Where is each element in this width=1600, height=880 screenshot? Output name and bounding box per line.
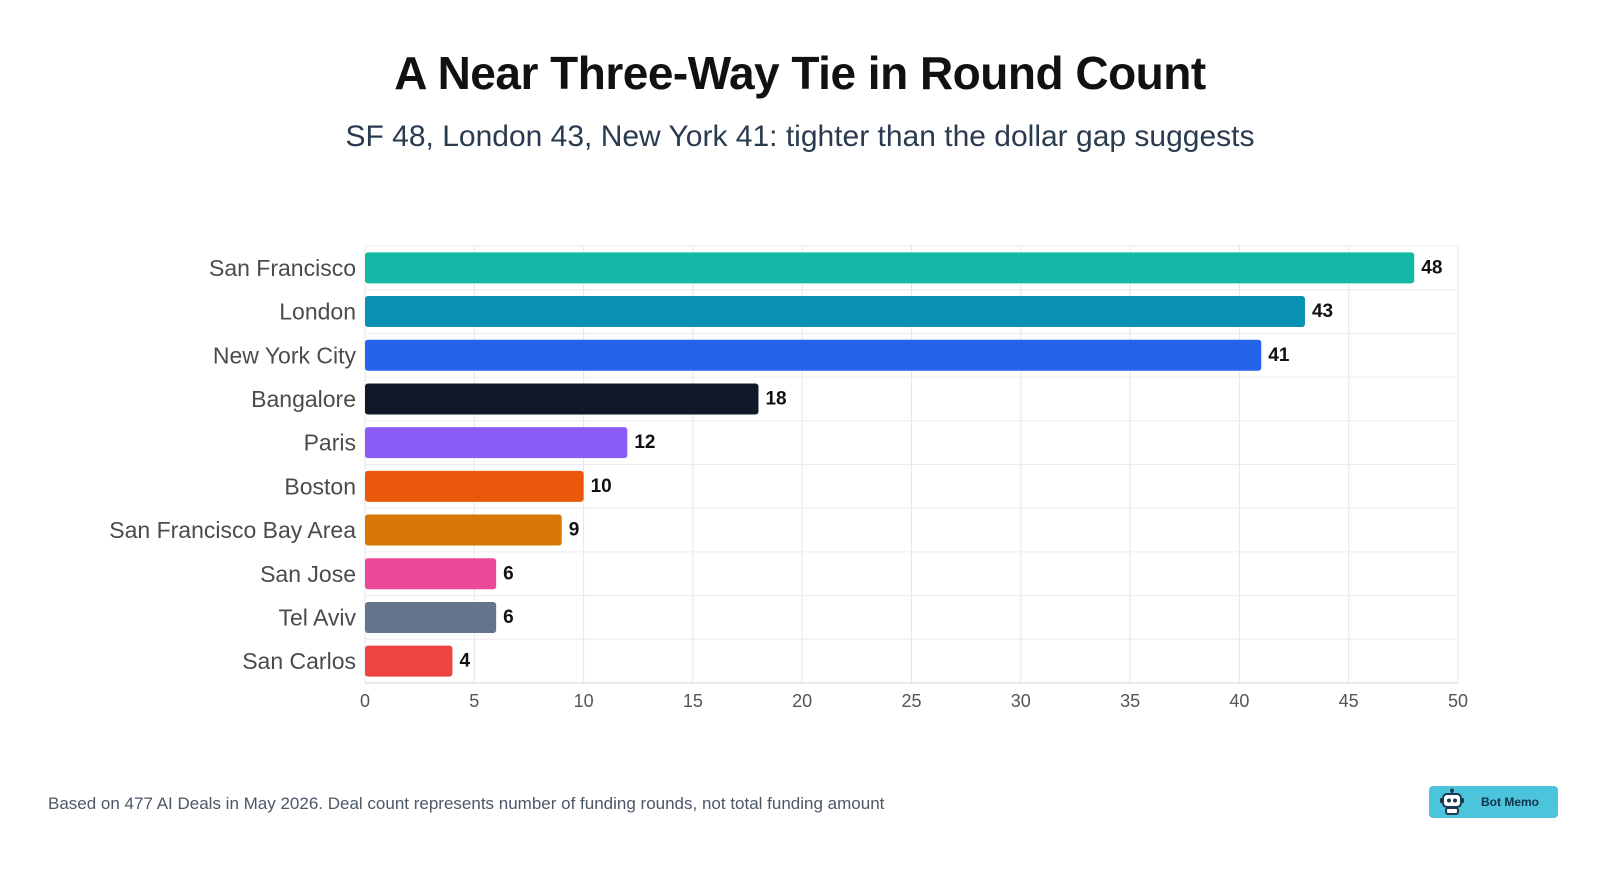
footnote: Based on 477 AI Deals in May 2026. Deal … [48,794,885,813]
category-label: San Jose [260,561,356,587]
x-tick-label: 45 [1339,691,1359,711]
x-tick-label: 30 [1011,691,1031,711]
bar [365,427,628,459]
value-label: 41 [1268,345,1290,366]
x-tick-label: 0 [360,691,370,711]
brand-name: Bot Memo [1481,795,1539,809]
x-tick-label: 25 [901,691,921,711]
bars [365,252,1415,677]
value-labels: 48 43 41 18 12 10 9 6 6 4 [459,257,1442,671]
category-label: San Francisco Bay Area [109,517,356,543]
bar [365,514,562,546]
bar [365,645,453,677]
bar [365,558,497,590]
brand-badge[interactable]: Bot Memo [1429,786,1558,818]
value-label: 48 [1421,257,1442,278]
x-tick-label: 40 [1229,691,1249,711]
bar [365,296,1305,328]
x-tick-label: 50 [1448,691,1468,711]
value-label: 18 [765,388,786,409]
x-axis-ticks: 0 5 10 15 20 25 30 35 40 45 50 [360,691,1468,711]
bar [365,601,497,633]
chart-subtitle: SF 48, London 43, New York 41: tighter t… [345,120,1255,153]
category-labels: San Francisco London New York City Bangalor… [109,255,356,674]
chart-title: A Near Three-Way Tie in Round Count [394,47,1206,99]
category-label: Tel Aviv [278,604,356,630]
x-tick-label: 10 [574,691,594,711]
bar [365,252,1415,284]
value-label: 10 [591,476,612,497]
category-label: San Francisco [209,255,356,281]
value-label: 12 [634,432,655,453]
bar [365,383,759,415]
x-tick-label: 5 [469,691,479,711]
category-label: Boston [284,473,356,499]
value-label: 43 [1312,301,1333,322]
value-label: 6 [503,563,514,584]
bar [365,339,1262,371]
category-label: London [279,299,356,325]
bar-chart: San Francisco London New York City Bangalor… [109,245,1468,711]
x-tick-label: 35 [1120,691,1140,711]
category-label: New York City [213,342,357,368]
value-label: 4 [459,651,470,672]
x-tick-label: 20 [792,691,812,711]
category-label: San Carlos [242,648,356,674]
x-tick-label: 15 [683,691,703,711]
value-label: 9 [569,520,580,541]
category-label: Paris [304,430,356,456]
robot-icon [1437,787,1467,817]
value-label: 6 [503,607,514,628]
bar [365,470,584,502]
category-label: Bangalore [251,386,356,412]
